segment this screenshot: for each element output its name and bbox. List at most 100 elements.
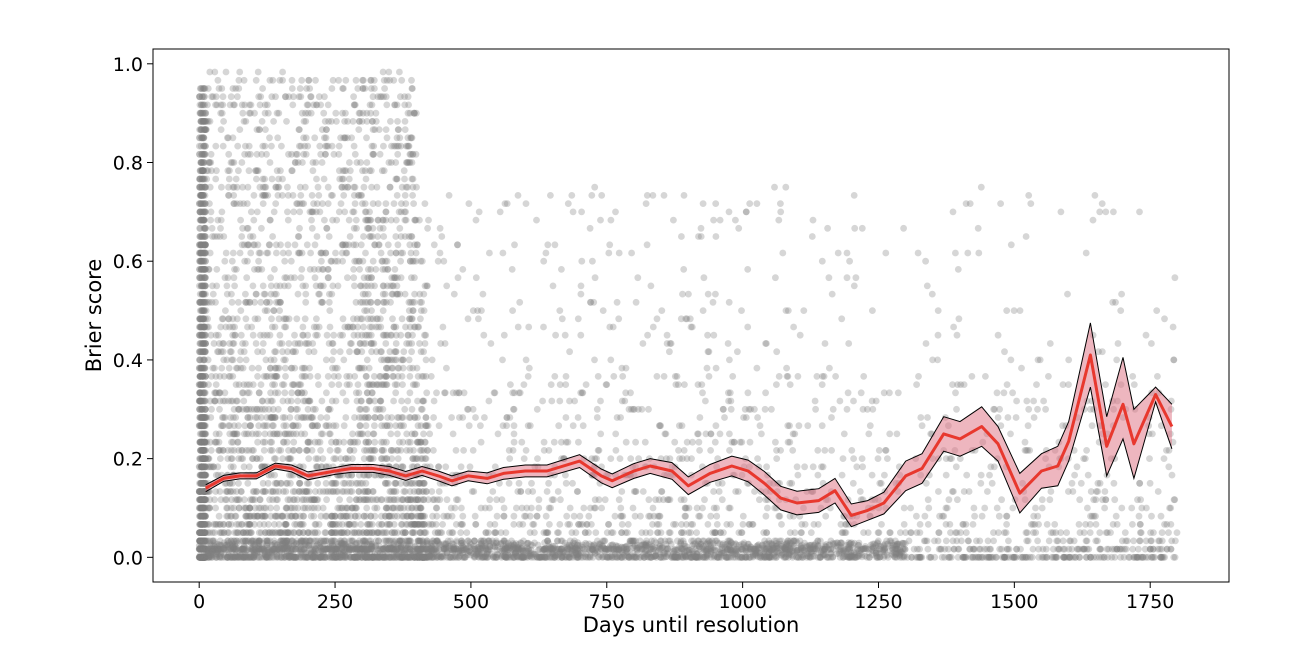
scatter-point: [370, 373, 378, 380]
scatter-point: [198, 553, 206, 561]
scatter-point: [197, 512, 205, 520]
scatter-point: [310, 348, 318, 356]
scatter-point: [915, 373, 922, 380]
scatter-point: [196, 553, 204, 561]
scatter-point: [908, 553, 915, 561]
scatter-point: [882, 447, 889, 454]
scatter-point: [397, 274, 405, 282]
scatter-point: [950, 323, 957, 331]
scatter-point: [200, 422, 207, 430]
scatter-point: [1154, 373, 1161, 380]
scatter-point: [283, 438, 291, 446]
scatter-point: [205, 455, 213, 462]
scatter-point: [196, 373, 204, 380]
scatter-point: [201, 553, 209, 561]
scatter-point: [381, 455, 389, 462]
scatter-point: [418, 373, 426, 380]
scatter-point: [197, 553, 205, 561]
scatter-point: [212, 504, 220, 512]
scatter-point: [931, 537, 938, 545]
scatter-point: [209, 282, 216, 290]
scatter-point: [352, 216, 360, 224]
scatter-point: [199, 430, 206, 438]
scatter-point: [272, 93, 279, 101]
scatter-point: [256, 455, 264, 462]
scatter-point: [209, 290, 217, 298]
scatter-point: [200, 266, 208, 273]
scatter-point: [201, 348, 209, 356]
scatter-point: [850, 192, 858, 199]
scatter-point: [412, 249, 420, 257]
scatter-point: [198, 373, 206, 380]
scatter-point: [196, 529, 203, 536]
scatter-point: [377, 455, 385, 462]
scatter-point: [290, 438, 298, 446]
scatter-point: [198, 274, 206, 282]
scatter-point: [199, 348, 207, 356]
scatter-point: [197, 504, 205, 512]
scatter-point: [197, 233, 205, 240]
scatter-point: [196, 266, 204, 273]
scatter-point: [323, 224, 331, 232]
scatter-point: [199, 496, 207, 504]
scatter-point: [201, 422, 209, 430]
scatter-point: [225, 150, 233, 158]
scatter-point: [197, 241, 205, 249]
scatter-point: [374, 93, 382, 101]
scatter-point: [333, 216, 341, 224]
scatter-point: [993, 389, 1001, 397]
scatter-point: [881, 471, 888, 479]
scatter-point: [197, 430, 205, 438]
scatter-point: [1121, 529, 1129, 536]
scatter-point: [1101, 488, 1109, 495]
scatter-point: [252, 290, 260, 298]
scatter-point: [199, 290, 206, 298]
scatter-point: [983, 545, 991, 553]
scatter-point: [996, 405, 1003, 413]
scatter-point: [392, 290, 400, 298]
scatter-point: [1092, 521, 1100, 528]
scatter-point: [198, 414, 206, 421]
scatter-point: [309, 167, 317, 175]
scatter-point: [196, 537, 204, 545]
scatter-point: [198, 134, 206, 142]
scatter-point: [195, 553, 203, 561]
scatter-point: [199, 512, 206, 520]
scatter-point: [869, 307, 876, 314]
scatter-point: [368, 553, 376, 561]
scatter-point: [860, 529, 867, 536]
scatter-point: [199, 249, 207, 257]
scatter-point: [492, 553, 499, 561]
scatter-point: [551, 241, 559, 249]
scatter-point: [477, 438, 485, 446]
scatter-point: [202, 331, 210, 339]
scatter-point: [850, 397, 857, 405]
scatter-point: [201, 249, 209, 257]
scatter-point: [649, 521, 656, 528]
scatter-point: [825, 274, 833, 282]
scatter-point: [378, 438, 385, 446]
scatter-point: [1161, 315, 1168, 323]
scatter-point: [357, 315, 364, 323]
scatter-point: [197, 496, 205, 504]
scatter-point: [219, 101, 227, 109]
scatter-point: [563, 512, 571, 520]
scatter-point: [686, 315, 694, 323]
scatter-point: [475, 208, 483, 216]
scatter-point: [554, 488, 562, 495]
scatter-point: [935, 488, 942, 495]
scatter-point: [198, 455, 206, 462]
scatter-point: [198, 414, 206, 421]
scatter-point: [547, 192, 554, 199]
scatter-point: [1146, 455, 1153, 462]
scatter-point: [263, 307, 271, 314]
scatter-point: [195, 496, 203, 504]
scatter-point: [296, 447, 303, 454]
scatter-point: [924, 521, 932, 528]
scatter-point: [199, 521, 206, 528]
scatter-point: [199, 430, 206, 438]
scatter-point: [202, 414, 209, 421]
scatter-point: [199, 298, 206, 306]
scatter-point: [392, 216, 400, 224]
scatter-point: [839, 455, 847, 462]
